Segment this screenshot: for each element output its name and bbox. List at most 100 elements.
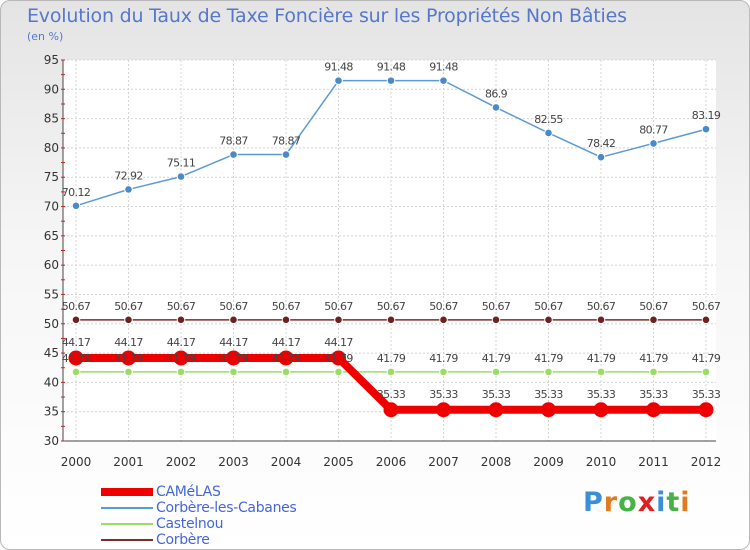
logo-letter: t <box>666 487 681 518</box>
data-label-castelnou: 41.79 <box>324 352 353 365</box>
logo-letter: i <box>680 487 691 518</box>
data-label-camelas: 44.17 <box>324 336 353 349</box>
data-point-castelnou <box>544 367 553 377</box>
data-label-camelas: 44.17 <box>114 336 143 349</box>
data-point-corbere <box>334 315 343 325</box>
x-tick-label: 2011 <box>638 455 669 469</box>
data-label-corbere: 50.67 <box>534 300 563 313</box>
y-tick-label: 85 <box>44 112 59 126</box>
data-label-castelnou: 41.79 <box>534 352 563 365</box>
y-tick-label: 45 <box>44 346 59 360</box>
data-label-camelas: 44.17 <box>272 336 301 349</box>
data-point-corbere-les-cabanes <box>281 150 291 159</box>
legend-swatch <box>101 488 153 496</box>
data-point-corbere <box>281 315 291 325</box>
data-point-corbere-les-cabanes <box>649 139 658 148</box>
data-point-corbere-les-cabanes <box>596 152 606 162</box>
data-label-corbere-les-cabanes: 91.48 <box>377 61 406 74</box>
data-point-castelnou <box>491 367 501 377</box>
data-label-corbere-les-cabanes: 80.77 <box>639 123 668 136</box>
data-label-castelnou: 41.79 <box>272 352 301 365</box>
data-label-camelas: 35.33 <box>639 388 668 401</box>
chart-title: Evolution du Taux de Taxe Foncière sur l… <box>27 5 627 27</box>
data-label-castelnou: 41.79 <box>114 352 143 365</box>
data-label-corbere: 50.67 <box>272 300 301 313</box>
x-tick-label: 2007 <box>428 455 459 469</box>
data-point-corbere-les-cabanes <box>71 201 81 211</box>
x-tick-label: 2003 <box>218 455 249 469</box>
data-label-castelnou: 41.79 <box>429 352 458 365</box>
logo-letter: o <box>618 487 638 518</box>
data-label-camelas: 35.33 <box>534 388 563 401</box>
data-point-camelas <box>541 402 556 418</box>
legend-item-camelas: CAMéLAS <box>101 484 361 500</box>
data-label-corbere: 50.67 <box>639 300 668 313</box>
data-label-corbere: 50.67 <box>62 300 91 313</box>
data-point-camelas <box>226 350 241 366</box>
data-point-castelnou <box>334 367 343 377</box>
data-label-corbere-les-cabanes: 72.92 <box>114 169 143 182</box>
data-label-camelas: 35.33 <box>429 388 458 401</box>
data-label-corbere-les-cabanes: 70.12 <box>62 186 91 199</box>
proxiti-logo: Proxiti <box>583 487 691 518</box>
y-tick-label: 55 <box>44 287 59 301</box>
data-label-camelas: 44.17 <box>167 336 196 349</box>
data-label-corbere-les-cabanes: 78.87 <box>272 135 301 148</box>
legend-item-castelnou: Castelnou <box>101 516 361 532</box>
data-label-corbere: 50.67 <box>429 300 458 313</box>
data-point-corbere <box>649 315 658 325</box>
plot-area <box>63 60 716 441</box>
data-point-camelas <box>173 350 189 366</box>
data-point-castelnou <box>596 367 606 377</box>
legend-swatch <box>101 507 153 509</box>
data-label-camelas: 35.33 <box>692 388 721 401</box>
data-point-corbere-les-cabanes <box>386 76 396 85</box>
legend-swatch <box>101 523 153 525</box>
x-tick-label: 2005 <box>323 455 354 469</box>
data-point-camelas <box>593 402 609 418</box>
y-tick-label: 70 <box>44 200 59 214</box>
data-label-corbere: 50.67 <box>692 300 721 313</box>
x-tick-label: 2012 <box>691 455 722 469</box>
y-tick-label: 30 <box>44 434 59 448</box>
x-tick-label: 2000 <box>61 455 92 469</box>
x-tick-label: 2004 <box>271 455 302 469</box>
data-point-corbere <box>491 315 501 325</box>
data-label-camelas: 44.17 <box>219 336 248 349</box>
data-point-corbere-les-cabanes <box>701 124 711 134</box>
data-point-corbere-les-cabanes <box>544 128 553 138</box>
logo-letter: r <box>603 487 619 518</box>
data-point-camelas <box>383 402 399 418</box>
data-point-castelnou <box>649 367 658 377</box>
legend-label: Corbère <box>156 532 210 548</box>
data-point-camelas <box>331 350 346 366</box>
legend-label: Castelnou <box>156 516 224 532</box>
data-point-castelnou <box>281 367 291 377</box>
data-label-corbere: 50.67 <box>482 300 511 313</box>
x-tick-label: 2002 <box>166 455 197 469</box>
data-point-corbere <box>176 315 186 325</box>
data-label-camelas: 35.33 <box>482 388 511 401</box>
data-label-corbere-les-cabanes: 86.9 <box>485 87 508 100</box>
data-label-corbere-les-cabanes: 91.48 <box>429 61 458 74</box>
legend-label: Corbère-les-Cabanes <box>156 500 297 516</box>
data-label-corbere: 50.67 <box>377 300 406 313</box>
data-point-corbere-les-cabanes <box>124 185 133 194</box>
data-point-camelas <box>488 402 504 418</box>
data-label-castelnou: 41.79 <box>167 352 196 365</box>
data-point-camelas <box>121 350 136 366</box>
data-point-castelnou <box>439 367 448 377</box>
data-label-castelnou: 41.79 <box>219 352 248 365</box>
data-label-castelnou: 41.79 <box>62 352 91 365</box>
y-tick-label: 80 <box>44 141 59 155</box>
x-tick-label: 2006 <box>376 455 407 469</box>
data-point-corbere-les-cabanes <box>439 76 448 85</box>
data-point-camelas <box>68 350 84 366</box>
chart-subtitle: (en %) <box>27 30 64 43</box>
data-point-corbere <box>386 315 396 325</box>
y-tick-label: 65 <box>44 229 59 243</box>
data-point-camelas <box>698 402 714 418</box>
data-label-corbere-les-cabanes: 82.55 <box>534 113 563 126</box>
data-point-corbere <box>701 315 711 325</box>
